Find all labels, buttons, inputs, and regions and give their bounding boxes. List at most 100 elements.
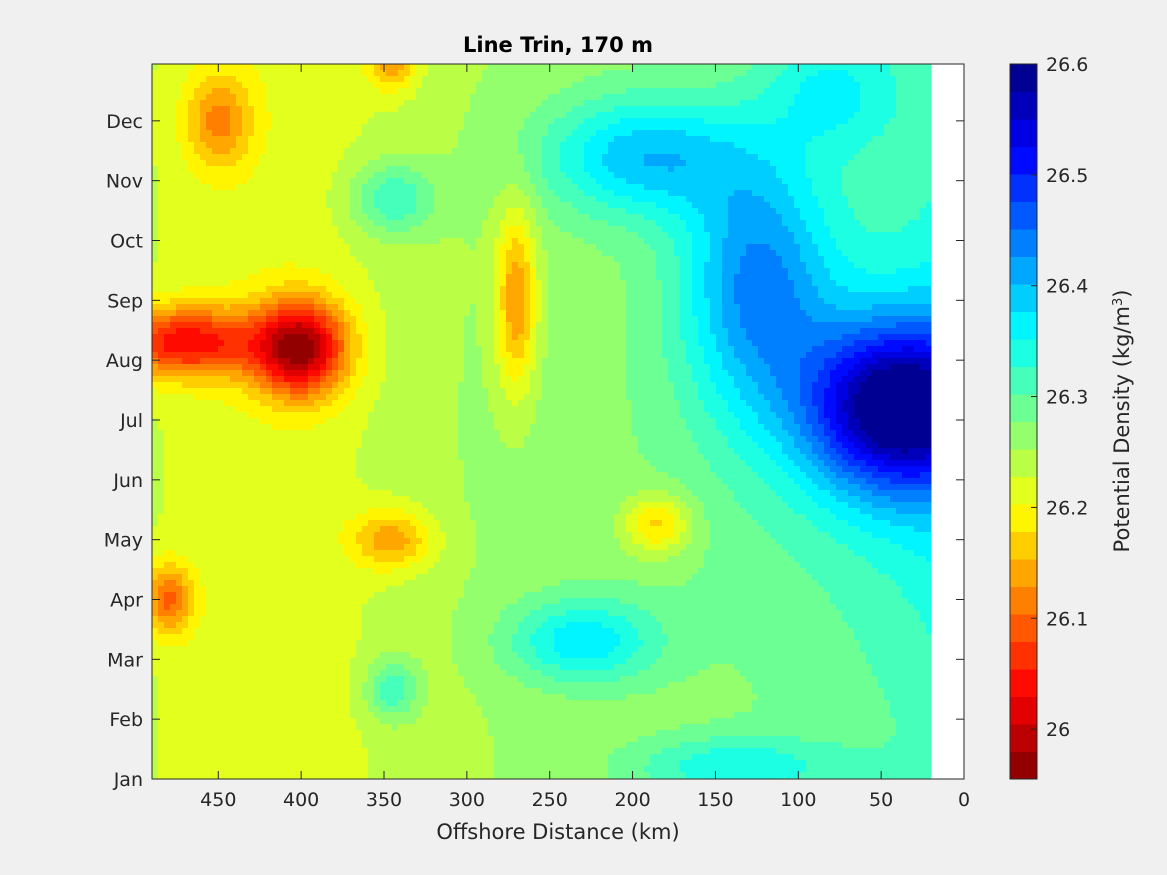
contour-cell xyxy=(680,232,687,239)
contour-cell xyxy=(176,250,183,257)
contour-cell xyxy=(272,286,279,293)
contour-cell xyxy=(206,208,213,215)
contour-cell xyxy=(560,220,567,227)
contour-cell xyxy=(464,184,471,191)
contour-cell xyxy=(278,256,285,263)
contour-cell xyxy=(866,220,873,227)
contour-cell xyxy=(476,64,483,71)
contour-cell xyxy=(506,124,513,131)
contour-cell xyxy=(494,70,501,77)
contour-cell xyxy=(536,118,543,125)
contour-cell xyxy=(410,130,417,137)
contour-cell xyxy=(866,76,873,83)
contour-cell xyxy=(386,82,393,89)
contour-cell xyxy=(872,268,879,275)
contour-cell xyxy=(908,214,915,221)
contour-cell xyxy=(194,202,201,209)
contour-cell xyxy=(356,112,363,119)
contour-cell xyxy=(854,70,861,77)
contour-cell xyxy=(794,112,801,119)
contour-cell xyxy=(200,196,207,203)
contour-cell xyxy=(782,196,789,203)
contour-cell xyxy=(704,202,711,209)
contour-cell xyxy=(482,280,489,287)
contour-cell xyxy=(818,250,825,257)
contour-cell xyxy=(170,190,177,197)
contour-cell xyxy=(662,130,669,137)
contour-cell xyxy=(752,214,759,221)
contour-cell xyxy=(308,178,315,185)
contour-cell xyxy=(152,112,159,119)
contour-cell xyxy=(284,256,291,263)
contour-cell xyxy=(194,106,201,113)
contour-cell xyxy=(338,214,345,221)
contour-cell xyxy=(152,82,159,89)
contour-cell xyxy=(902,280,909,287)
contour-cell xyxy=(578,118,585,125)
contour-cell xyxy=(470,178,477,185)
contour-cell xyxy=(464,220,471,227)
contour-cell xyxy=(368,214,375,221)
contour-cell xyxy=(404,70,411,77)
contour-cell xyxy=(200,220,207,227)
contour-cell xyxy=(644,124,651,131)
contour-cell xyxy=(290,88,297,95)
contour-cell xyxy=(788,274,795,281)
contour-cell xyxy=(740,244,747,251)
contour-cell xyxy=(830,82,837,89)
contour-cell xyxy=(560,274,567,281)
contour-cell xyxy=(320,82,327,89)
contour-cell xyxy=(206,148,213,155)
contour-cell xyxy=(806,148,813,155)
contour-cell xyxy=(410,262,417,269)
contour-cell xyxy=(728,208,735,215)
contour-cell xyxy=(848,226,855,233)
contour-cell xyxy=(734,184,741,191)
contour-cell xyxy=(290,70,297,77)
contour-cell xyxy=(602,82,609,89)
contour-cell xyxy=(344,70,351,77)
contour-cell xyxy=(662,142,669,149)
contour-cell xyxy=(398,262,405,269)
contour-cell xyxy=(776,220,783,227)
contour-cell xyxy=(686,112,693,119)
contour-cell xyxy=(524,220,531,227)
contour-cell xyxy=(740,166,747,173)
contour-cell xyxy=(782,124,789,131)
contour-cell xyxy=(542,160,549,167)
contour-cell xyxy=(782,106,789,113)
contour-cell xyxy=(506,76,513,83)
contour-cell xyxy=(698,160,705,167)
contour-cell xyxy=(512,226,519,233)
contour-cell xyxy=(284,190,291,197)
contour-cell xyxy=(212,124,219,131)
contour-cell xyxy=(398,178,405,185)
contour-cell xyxy=(662,202,669,209)
contour-cell xyxy=(242,292,249,299)
contour-cell xyxy=(854,196,861,203)
contour-cell xyxy=(260,208,267,215)
contour-cell xyxy=(368,172,375,179)
contour-cell xyxy=(620,232,627,239)
contour-cell xyxy=(890,160,897,167)
contour-cell xyxy=(848,154,855,161)
contour-cell xyxy=(560,226,567,233)
contour-cell xyxy=(482,232,489,239)
contour-cell xyxy=(710,202,717,209)
contour-cell xyxy=(338,136,345,143)
contour-cell xyxy=(872,238,879,245)
contour-cell xyxy=(446,118,453,125)
contour-cell xyxy=(548,64,555,71)
contour-cell xyxy=(884,64,891,71)
contour-cell xyxy=(452,70,459,77)
contour-cell xyxy=(230,196,237,203)
contour-cell xyxy=(782,184,789,191)
contour-cell xyxy=(506,256,513,263)
contour-cell xyxy=(800,148,807,155)
contour-cell xyxy=(302,184,309,191)
contour-cell xyxy=(260,244,267,251)
contour-cell xyxy=(518,280,525,287)
contour-cell xyxy=(530,100,537,107)
contour-cell xyxy=(524,82,531,89)
contour-cell xyxy=(506,250,513,257)
